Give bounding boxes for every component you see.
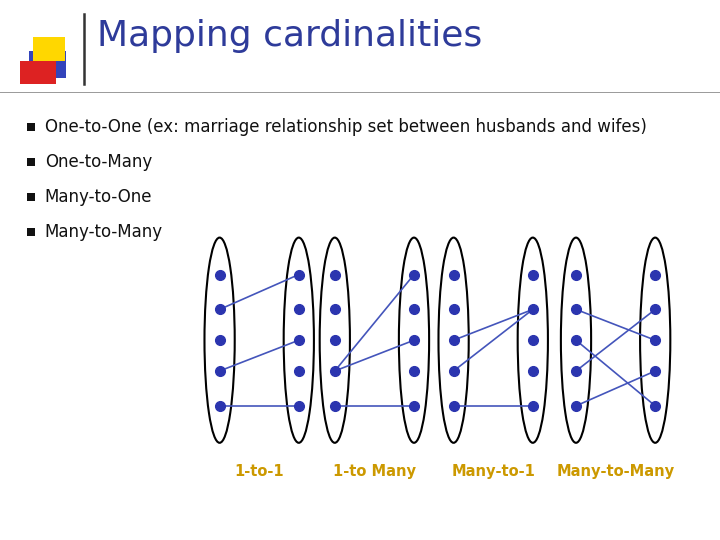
Text: Mapping cardinalities: Mapping cardinalities bbox=[97, 19, 482, 53]
Bar bbox=[27, 123, 35, 131]
Ellipse shape bbox=[438, 238, 469, 443]
Ellipse shape bbox=[320, 238, 350, 443]
FancyBboxPatch shape bbox=[20, 61, 56, 84]
FancyBboxPatch shape bbox=[33, 37, 65, 61]
Text: Many-to-Many: Many-to-Many bbox=[557, 464, 675, 480]
Text: 1-to Many: 1-to Many bbox=[333, 464, 416, 480]
Bar bbox=[27, 193, 35, 201]
Text: One-to-One (ex: marriage relationship set between husbands and wifes): One-to-One (ex: marriage relationship se… bbox=[45, 118, 647, 136]
Ellipse shape bbox=[640, 238, 670, 443]
Text: Many-to-One: Many-to-One bbox=[45, 188, 152, 206]
Text: Many-to-1: Many-to-1 bbox=[451, 464, 535, 480]
Bar bbox=[27, 228, 35, 236]
Ellipse shape bbox=[561, 238, 591, 443]
Text: 1-to-1: 1-to-1 bbox=[235, 464, 284, 480]
Text: One-to-Many: One-to-Many bbox=[45, 153, 152, 171]
FancyBboxPatch shape bbox=[29, 51, 66, 78]
Bar bbox=[27, 158, 35, 166]
Ellipse shape bbox=[518, 238, 548, 443]
Text: Many-to-Many: Many-to-Many bbox=[45, 223, 163, 241]
Ellipse shape bbox=[399, 238, 429, 443]
Ellipse shape bbox=[204, 238, 235, 443]
Ellipse shape bbox=[284, 238, 314, 443]
